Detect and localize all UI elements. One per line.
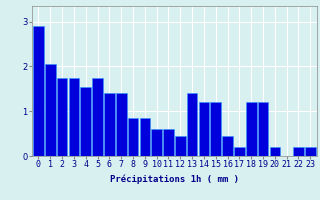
Bar: [293, 147, 304, 156]
Bar: [104, 93, 115, 156]
Bar: [45, 64, 56, 156]
Bar: [57, 78, 68, 156]
Bar: [163, 129, 174, 156]
Bar: [128, 118, 138, 156]
Bar: [80, 87, 91, 156]
Bar: [305, 147, 316, 156]
Bar: [151, 129, 162, 156]
Bar: [246, 102, 257, 156]
Bar: [187, 93, 197, 156]
Bar: [68, 78, 79, 156]
Bar: [234, 147, 245, 156]
Bar: [116, 93, 126, 156]
Bar: [269, 147, 280, 156]
Bar: [92, 78, 103, 156]
Bar: [222, 136, 233, 156]
Bar: [199, 102, 209, 156]
Bar: [140, 118, 150, 156]
Bar: [258, 102, 268, 156]
Bar: [175, 136, 186, 156]
Bar: [211, 102, 221, 156]
Bar: [33, 26, 44, 156]
X-axis label: Précipitations 1h ( mm ): Précipitations 1h ( mm ): [110, 175, 239, 184]
